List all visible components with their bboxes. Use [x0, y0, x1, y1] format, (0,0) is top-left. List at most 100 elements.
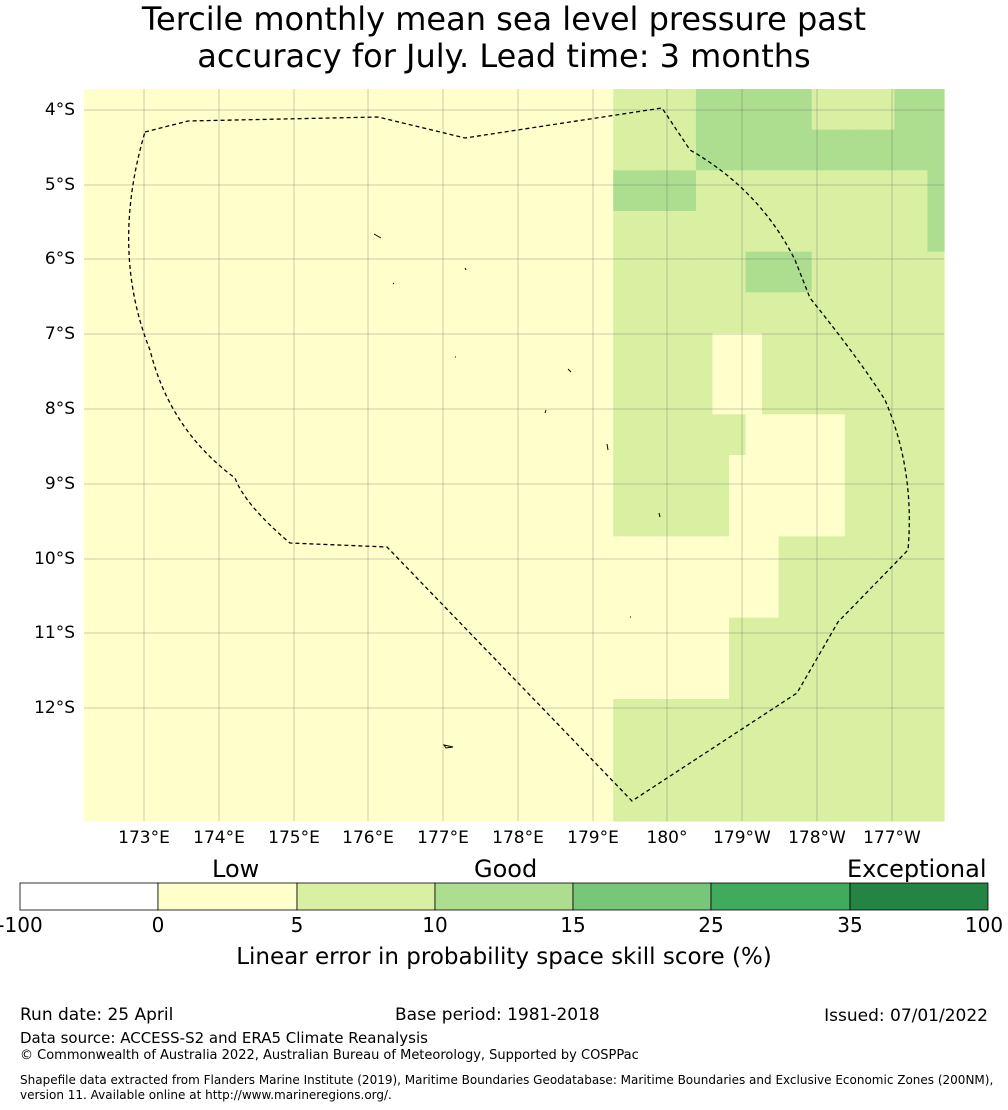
- grid-cell: [100, 739, 118, 781]
- grid-cell: [133, 739, 151, 781]
- grid-cell: [910, 536, 929, 578]
- grid-cell: [547, 89, 565, 131]
- grid-cell: [398, 211, 416, 253]
- grid-cell: [398, 292, 416, 334]
- grid-cell: [249, 739, 267, 781]
- island: [464, 267, 467, 271]
- grid-cell: [613, 129, 631, 171]
- grid-cell: [183, 292, 201, 334]
- grid-cell: [249, 414, 267, 456]
- lon-label: 174°E: [193, 828, 245, 848]
- grid-cell: [910, 292, 929, 334]
- grid-cell: [695, 211, 714, 253]
- grid-cell: [117, 414, 135, 456]
- grid-cell: [877, 129, 895, 171]
- grid-cell: [712, 89, 730, 131]
- grid-cell: [100, 617, 118, 659]
- grid-cell: [927, 577, 945, 619]
- grid-cell: [828, 89, 846, 131]
- grid-cell: [795, 89, 813, 131]
- grid-cell: [927, 414, 945, 456]
- grid-cell: [480, 414, 499, 456]
- grid-cell: [100, 658, 118, 700]
- grid-cell: [249, 251, 267, 293]
- grid-cell: [431, 129, 449, 171]
- grid-cell: [216, 414, 234, 456]
- grid-cell: [150, 699, 168, 741]
- grid-cell: [580, 333, 598, 375]
- grid-cell: [729, 699, 747, 741]
- grid-cell: [117, 211, 135, 253]
- grid-cell: [596, 577, 614, 619]
- grid-cell: [514, 292, 532, 334]
- island: [442, 744, 454, 749]
- grid-cell: [282, 333, 300, 375]
- grid-cell: [613, 617, 631, 659]
- grid-cell: [596, 129, 614, 171]
- grid-cell: [563, 780, 581, 822]
- grid-cell: [662, 455, 680, 497]
- grid-cell: [910, 414, 929, 456]
- grid-cell: [381, 455, 399, 497]
- grid-cell: [315, 495, 333, 537]
- grid-cell: [530, 251, 548, 293]
- grid-cell: [265, 373, 284, 415]
- grid-cell: [778, 89, 796, 131]
- grid-cell: [910, 617, 929, 659]
- grid-cell: [447, 658, 465, 700]
- grid-cell: [480, 170, 499, 212]
- grid-cell: [795, 373, 813, 415]
- grid-cell: [778, 658, 796, 700]
- colorbar-segment: [296, 882, 436, 911]
- grid-cell: [547, 292, 565, 334]
- grid-cell: [183, 333, 201, 375]
- grid-cell: [282, 373, 300, 415]
- grid-cell: [216, 373, 234, 415]
- grid-cell: [117, 292, 135, 334]
- grid-cell: [150, 170, 168, 212]
- grid-cell: [84, 617, 102, 659]
- grid-cell: [249, 780, 267, 822]
- grid-cell: [861, 373, 879, 415]
- grid-cell: [547, 658, 565, 700]
- grid-cell: [398, 658, 416, 700]
- grid-cell: [811, 455, 829, 497]
- grid-cell: [580, 617, 598, 659]
- grid-cell: [828, 414, 846, 456]
- grid-cell: [646, 536, 664, 578]
- lat-label: 5°S: [44, 175, 75, 195]
- grid-cell: [232, 170, 250, 212]
- grid-cell: [398, 333, 416, 375]
- grid-cell: [431, 211, 449, 253]
- grid-cell: [365, 739, 383, 781]
- grid-cell: [894, 129, 912, 171]
- grid-cell: [712, 780, 730, 822]
- grid-cell: [464, 780, 482, 822]
- grid-cell: [514, 89, 532, 131]
- grid-cell: [844, 495, 862, 537]
- grid-cell: [596, 617, 614, 659]
- grid-cell: [414, 333, 432, 375]
- grid-cell: [695, 699, 714, 741]
- grid-cell: [398, 536, 416, 578]
- grid-cell: [381, 495, 399, 537]
- grid-cell: [365, 292, 383, 334]
- grid-cell: [381, 577, 399, 619]
- grid-cell: [497, 129, 515, 171]
- grid-cell: [464, 699, 482, 741]
- grid-cell: [381, 699, 399, 741]
- grid-cell: [265, 577, 284, 619]
- grid-cell: [762, 780, 780, 822]
- grid-cell: [844, 211, 862, 253]
- grid-cell: [745, 211, 763, 253]
- grid-cell: [662, 373, 680, 415]
- grid-cell: [811, 739, 829, 781]
- grid-cell: [844, 739, 862, 781]
- grid-cell: [547, 373, 565, 415]
- grid-cell: [332, 739, 350, 781]
- grid-cell: [348, 89, 366, 131]
- grid-cell: [480, 251, 499, 293]
- grid-cell: [84, 455, 102, 497]
- grid-cell: [100, 780, 118, 822]
- grid-cell: [828, 251, 846, 293]
